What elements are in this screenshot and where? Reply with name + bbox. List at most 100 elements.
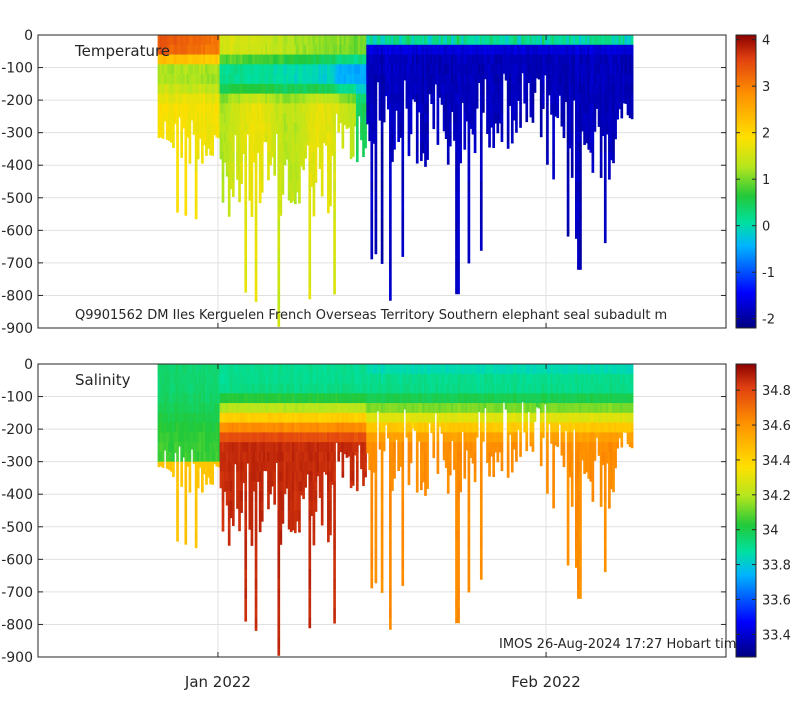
profile-cell xyxy=(389,540,392,550)
profile-cell xyxy=(480,240,483,250)
y-tick-label: -100 xyxy=(1,61,33,77)
profile-column xyxy=(631,35,634,119)
profile-cell xyxy=(447,162,450,165)
profile-cell xyxy=(321,471,324,481)
profile-cell xyxy=(259,520,262,530)
profile-cell xyxy=(273,501,276,505)
profile-cell xyxy=(592,142,595,152)
profile-cell xyxy=(197,471,200,481)
profile-cell xyxy=(321,162,324,172)
profile-cell xyxy=(546,152,549,162)
profile-cell xyxy=(389,598,392,608)
profile-cell xyxy=(333,618,336,624)
profile-cell xyxy=(267,172,270,181)
profile-cell xyxy=(468,230,471,240)
profile-cell xyxy=(277,221,280,231)
profile-cell xyxy=(370,569,373,579)
profile-cell xyxy=(244,569,247,579)
profile-cell xyxy=(401,191,404,201)
profile-cell xyxy=(401,172,404,182)
profile-cell xyxy=(612,142,615,152)
profile-cell xyxy=(189,152,192,162)
profile-cell xyxy=(273,133,276,143)
profile-cell xyxy=(244,481,247,491)
profile-cell xyxy=(476,84,479,94)
profile-cell xyxy=(304,481,307,487)
profile-cell xyxy=(255,172,258,182)
profile-cell xyxy=(416,113,419,123)
profile-cell xyxy=(468,191,471,201)
profile-cell xyxy=(604,182,607,192)
profile-cell xyxy=(437,142,440,144)
y-tick-label: -400 xyxy=(1,158,33,174)
profile-cell xyxy=(501,133,504,142)
profile-cell xyxy=(416,152,419,162)
profile-cell xyxy=(571,133,574,143)
profile-cell xyxy=(222,520,225,530)
profile-cell xyxy=(370,142,373,152)
profile-cell xyxy=(232,162,235,172)
profile-cell xyxy=(492,142,495,148)
profile-cell xyxy=(468,172,471,182)
profile-cell xyxy=(184,491,187,501)
profile-cell xyxy=(184,511,187,521)
profile-cell xyxy=(375,191,378,201)
profile-cell xyxy=(222,162,225,172)
profile-cell xyxy=(457,182,460,192)
profile-cell xyxy=(567,211,570,221)
profile-cell xyxy=(308,260,311,270)
profile-cell xyxy=(532,113,535,123)
profile-cell xyxy=(546,162,549,165)
profile-cell xyxy=(180,471,183,481)
profile-cell xyxy=(308,559,311,569)
profile-cell xyxy=(534,84,537,93)
profile-cell xyxy=(375,221,378,231)
profile-cell xyxy=(457,240,460,250)
profile-cell xyxy=(277,579,280,589)
profile-cell xyxy=(592,133,595,143)
profile-cell xyxy=(424,162,427,167)
y-tick-label: -900 xyxy=(1,321,33,337)
profile-cell xyxy=(308,540,311,550)
profile-cell xyxy=(255,211,258,221)
profile-cell xyxy=(277,589,280,599)
profile-cell xyxy=(232,481,235,491)
profile-cell xyxy=(401,133,404,143)
profile-cell xyxy=(255,221,258,231)
profile-cell xyxy=(244,520,247,530)
profile-cell xyxy=(389,501,392,511)
profile-cell xyxy=(608,172,611,180)
profile-cell xyxy=(401,103,404,113)
profile-cell xyxy=(232,520,235,526)
profile-cell xyxy=(308,608,311,618)
profile-cell xyxy=(416,123,419,133)
profile-cell xyxy=(492,133,495,143)
profile-cell xyxy=(579,250,582,260)
profile-cell xyxy=(228,540,231,546)
profile-cell xyxy=(389,569,392,579)
profile-cell xyxy=(381,201,384,211)
profile-cell xyxy=(315,491,318,501)
profile-cell xyxy=(255,598,258,608)
profile-cell xyxy=(222,530,225,532)
profile-cell xyxy=(546,113,549,123)
profile-cell xyxy=(364,471,367,477)
profile-cell xyxy=(261,162,264,172)
profile-cell xyxy=(313,191,316,201)
profile-cell xyxy=(244,221,247,231)
profile-cell xyxy=(389,211,392,221)
profile-cell xyxy=(313,201,316,211)
profile-cell xyxy=(459,103,462,113)
profile-cell xyxy=(238,520,241,530)
profile-cell xyxy=(244,172,247,182)
profile-cell xyxy=(432,113,435,123)
profile-cell xyxy=(614,133,617,140)
profile-cell xyxy=(321,191,324,196)
profile-cell xyxy=(381,260,384,264)
profile-cell xyxy=(356,462,359,472)
profile-cell xyxy=(189,462,192,472)
profile-cell xyxy=(189,452,192,462)
profile-cell xyxy=(600,152,603,162)
profile-cell xyxy=(426,152,429,160)
profile-cell xyxy=(375,152,378,162)
